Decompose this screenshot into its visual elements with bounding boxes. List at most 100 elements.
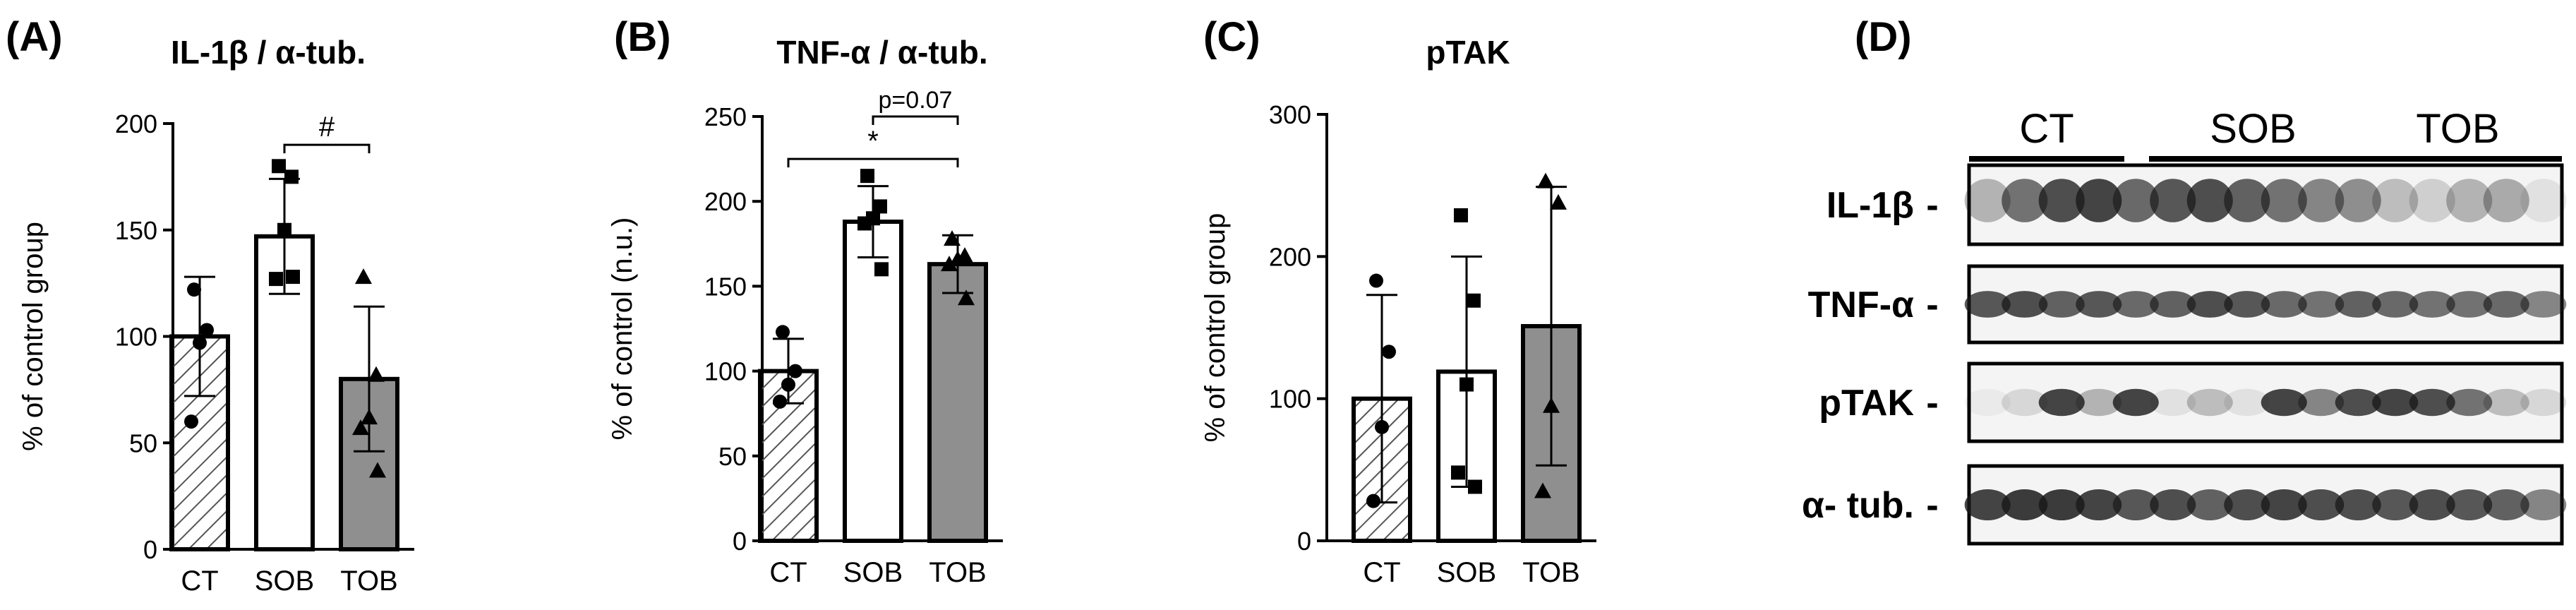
chart-title: pTAK <box>1426 34 1510 71</box>
blot-row-dash: - <box>1926 285 1938 325</box>
blot-band <box>2483 291 2529 318</box>
blot-band <box>2483 388 2529 417</box>
blot-band <box>2038 291 2085 318</box>
blot-band <box>2261 489 2307 520</box>
blot-band <box>2112 388 2159 417</box>
blot-band <box>2520 489 2567 520</box>
blot-band <box>2372 388 2419 417</box>
data-point <box>369 462 386 478</box>
blot-band <box>2335 388 2381 417</box>
blot-band <box>2038 489 2085 520</box>
blot-band <box>2112 489 2159 520</box>
y-tick-label: 0 <box>733 527 747 556</box>
chart-panel-0: (A) IL-1β / α-tub. % of control group 0 50 10… <box>6 14 414 597</box>
data-point <box>1543 397 1560 413</box>
y-tick-label: 200 <box>704 187 747 216</box>
data-point <box>368 366 385 382</box>
data-point <box>286 270 300 285</box>
blot-band <box>2224 179 2270 222</box>
blot-band <box>2150 291 2196 318</box>
blot-row-dash: - <box>1926 383 1938 424</box>
panel-label: (A) <box>6 14 63 60</box>
x-tick-label: SOB <box>843 557 903 588</box>
blot-band <box>2076 291 2122 318</box>
lane-group-label: SOB <box>2210 106 2297 152</box>
y-axis-label: % of control group <box>1200 213 1231 443</box>
significance-bracket <box>872 115 959 125</box>
data-point <box>1537 172 1554 189</box>
data-point <box>1369 273 1383 288</box>
data-point <box>1454 208 1468 222</box>
blot-band <box>2224 388 2270 417</box>
blot-band <box>2372 291 2419 318</box>
blot-band <box>1964 291 2011 318</box>
blot-band <box>2186 388 2233 417</box>
x-tick-label: SOB <box>255 566 314 597</box>
blot-band <box>2076 179 2122 222</box>
y-tick-label: 100 <box>115 323 157 352</box>
panel-label: (C) <box>1203 14 1260 60</box>
y-tick-label: 0 <box>143 535 157 564</box>
blot-row-label: α- tub. <box>1802 485 1914 526</box>
blot-band <box>2335 179 2381 222</box>
chart-panel-1: (B) TNF-α / α-tub. % of control (n.u.) 0 50 1… <box>607 14 1003 588</box>
lane-group-label: TOB <box>2416 106 2499 152</box>
blot-band <box>2409 179 2455 222</box>
blot-band <box>2112 179 2159 222</box>
x-tick-label: TOB <box>1522 557 1580 588</box>
blot-band <box>2409 291 2455 318</box>
data-point <box>860 169 874 184</box>
blot-row-label: pTAK <box>1819 383 1914 424</box>
significance-label: * <box>867 126 879 157</box>
blot-band <box>2483 489 2529 520</box>
x-tick-label: SOB <box>1437 557 1496 588</box>
blot-band <box>2409 388 2455 417</box>
data-point <box>272 159 286 174</box>
data-point <box>1550 193 1567 210</box>
blot-row-label: IL-1β <box>1826 185 1914 226</box>
blot-row-label: TNF-α <box>1808 285 1914 325</box>
blot-band <box>2038 179 2085 222</box>
blot-band <box>2298 489 2345 520</box>
significance-bracket <box>283 143 371 154</box>
y-tick-label: 150 <box>115 216 157 245</box>
y-tick-label: 0 <box>1297 527 1311 556</box>
y-tick-label: 100 <box>704 357 747 386</box>
data-point <box>1467 293 1481 308</box>
blot-band <box>2409 489 2455 520</box>
blot-band <box>2298 179 2345 222</box>
y-tick-label: 200 <box>115 109 157 138</box>
data-point <box>200 323 214 337</box>
blot-row-dash: - <box>1926 485 1938 526</box>
data-point <box>944 230 961 246</box>
data-point <box>873 199 887 214</box>
data-point <box>193 335 207 350</box>
blot-band <box>2446 489 2493 520</box>
blot-band <box>1964 179 2011 222</box>
x-tick-label: TOB <box>929 557 987 588</box>
significance-label: # <box>319 112 335 143</box>
blot-band <box>2446 291 2493 318</box>
blot-band <box>2150 388 2196 417</box>
data-point <box>184 414 198 429</box>
blot-band <box>2112 291 2159 318</box>
blot-band <box>2150 489 2196 520</box>
blot-band <box>2520 388 2567 417</box>
blot-band <box>2186 489 2233 520</box>
data-point <box>781 377 795 392</box>
blot-band <box>2298 388 2345 417</box>
blot-band <box>2076 388 2122 417</box>
blot-band <box>2002 179 2048 222</box>
x-tick-label: CT <box>769 557 807 588</box>
data-point <box>1468 479 1482 494</box>
blot-band <box>2446 179 2493 222</box>
blot-band <box>2298 291 2345 318</box>
x-tick-label: CT <box>1363 557 1400 588</box>
y-tick-label: 150 <box>704 272 747 301</box>
blot-band <box>2483 179 2529 222</box>
data-point <box>187 282 201 297</box>
data-point <box>352 419 369 436</box>
data-point <box>269 272 283 287</box>
